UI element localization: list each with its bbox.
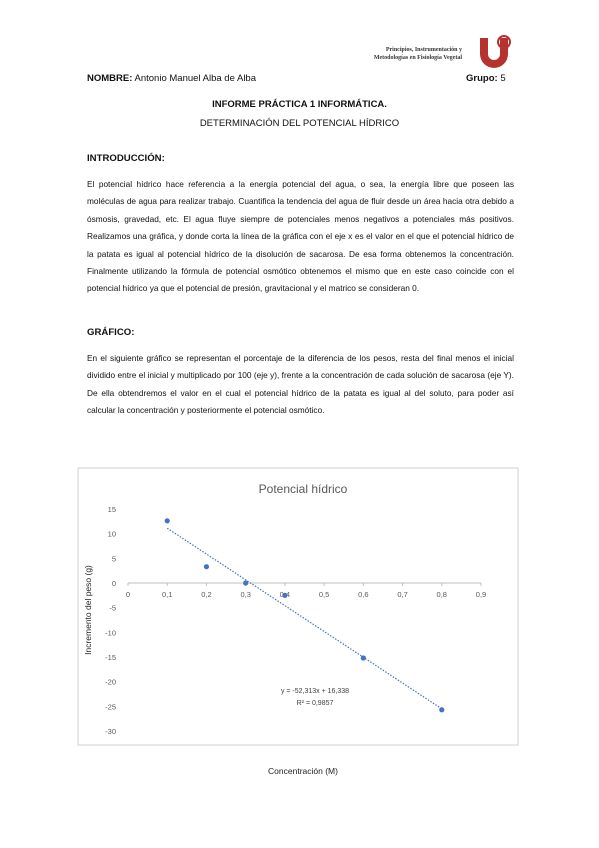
y-tick-label: -30: [105, 727, 116, 736]
trendline-equation: y = -52,313x + 16,338: [281, 688, 349, 695]
group-label: Grupo:: [466, 73, 498, 84]
name: Antonio Manuel Alba de Alba: [134, 73, 256, 84]
chart-frame: [77, 467, 519, 746]
y-tick-label: 15: [108, 505, 116, 514]
data-point: [360, 655, 366, 661]
y-tick-label: -20: [105, 678, 116, 687]
data-point: [164, 518, 170, 524]
y-tick-label: -25: [105, 702, 116, 711]
subtitle: DETERMINACIÓN DEL POTENCIAL HÍDRICO: [199, 118, 400, 129]
y-tick-label: -5: [109, 604, 116, 613]
y-tick-label: -10: [105, 628, 116, 637]
x-tick-label: 0,2: [201, 590, 211, 599]
x-tick-label: 0,8: [437, 590, 447, 599]
section-heading: INTRODUCCIÓN:: [87, 153, 165, 164]
chart: Potencial hídrico Incremento del peso (g…: [77, 467, 519, 776]
paragraph: El potencial hídrico hace referencia a l…: [87, 179, 514, 294]
x-tick-label: 0,9: [476, 590, 486, 599]
title: INFORME PRÁCTICA 1 INFORMÁTICA.: [212, 99, 387, 110]
chart-title: Potencial hídrico: [259, 482, 348, 496]
name-label: NOMBRE:: [87, 73, 133, 84]
x-tick-label: 0: [126, 590, 130, 599]
y-tick-label: -15: [105, 653, 116, 662]
y-tick-label: 0: [112, 579, 116, 588]
x-axis-label: Concentración (M): [268, 766, 338, 776]
data-point: [243, 580, 249, 586]
y-tick-label: 10: [108, 530, 116, 539]
institution-line: Metodologías en Fisiología Vegetal: [373, 55, 462, 61]
x-tick-label: 0,5: [319, 590, 329, 599]
y-axis-label: Incremento del peso (g): [83, 565, 93, 655]
group-line: Grupo: 5: [466, 73, 506, 84]
x-tick-label: 0,7: [397, 590, 407, 599]
group: 5: [500, 73, 506, 84]
x-tick-label: 0,6: [358, 590, 368, 599]
logo: [480, 35, 511, 68]
data-point: [439, 707, 445, 713]
section-heading: GRÁFICO:: [87, 327, 135, 338]
trendline: [166, 527, 443, 710]
y-tick-label: 5: [112, 554, 116, 563]
institution-line: Principios, Instrumentación y: [385, 47, 462, 53]
data-point: [282, 592, 288, 598]
x-tick-label: 0,1: [162, 590, 172, 599]
data-point: [203, 564, 210, 570]
paragraph: En el siguiente gráfico se representan e…: [87, 353, 514, 416]
trendline-r2: R² = 0,9857: [297, 700, 334, 707]
x-tick-label: 0,3: [240, 590, 250, 599]
name-line: NOMBRE: Antonio Manuel Alba de Alba: [87, 73, 256, 84]
